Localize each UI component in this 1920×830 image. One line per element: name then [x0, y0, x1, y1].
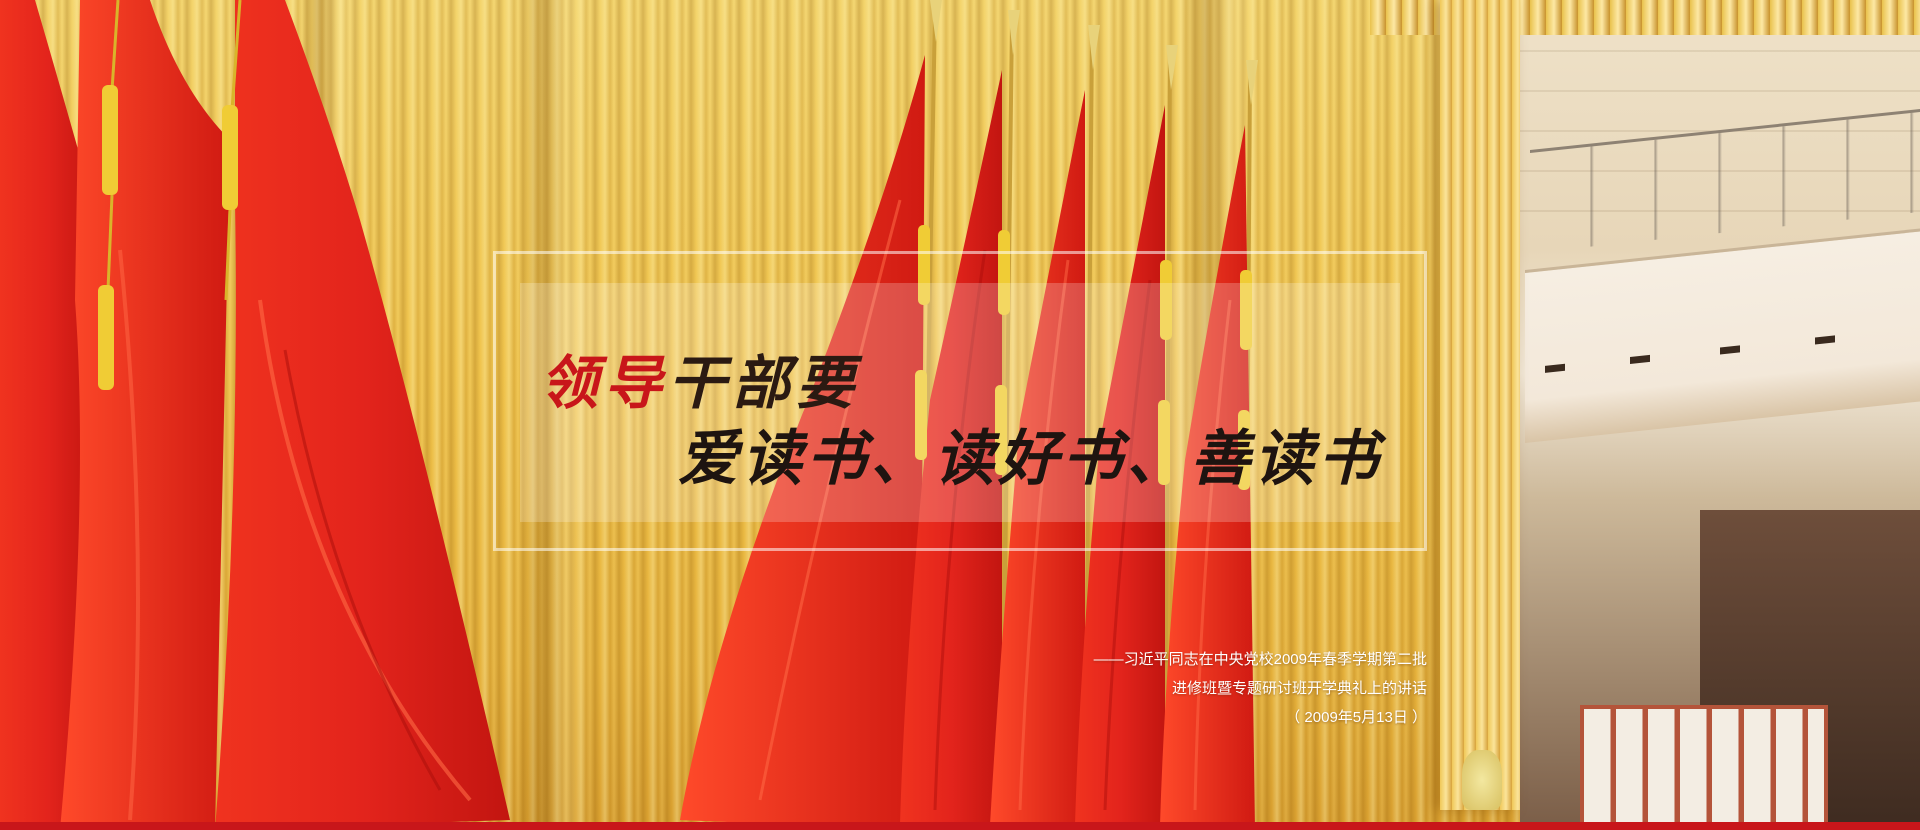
flag-left-1: [0, 0, 95, 830]
stage-floor: [0, 822, 1920, 830]
tassel: [98, 0, 120, 390]
title-line-1: 领导干部要: [540, 336, 860, 420]
flag-group-center: [680, 0, 1258, 830]
title-line-1-part-2: 干部要: [668, 349, 861, 417]
title-frame: [493, 251, 1427, 551]
tassel: [222, 0, 242, 301]
flag-left-2: [60, 0, 230, 830]
caption-line-3: （ 2009年5月13日 ）: [1285, 709, 1427, 726]
caption-line-1: ——习近平同志在中央党校2009年春季学期第二批: [1093, 651, 1427, 668]
curtain-fold: [520, 0, 590, 830]
caption-line-2: 进修班暨专题研讨班开学典礼上的讲话: [1171, 680, 1427, 697]
title-line-2: 爱读书、读好书、善读书: [678, 424, 1382, 494]
side-curtain: [1440, 0, 1520, 810]
curtain-tie: [1462, 750, 1502, 810]
title-panel: [520, 283, 1400, 522]
quote-attribution: ——习近平同志在中央党校2009年春季学期第二批 进修班暨专题研讨班开学典礼上的…: [1094, 645, 1427, 732]
title-line-1-part-1: 领导: [540, 349, 669, 417]
flag-left-3: [215, 0, 510, 830]
